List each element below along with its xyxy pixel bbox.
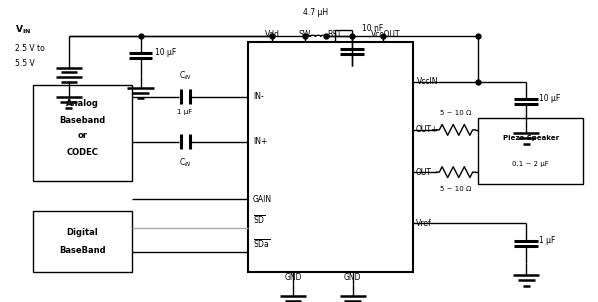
Text: C$_{IN}$: C$_{IN}$ <box>179 70 192 82</box>
Text: Baseband: Baseband <box>59 116 105 125</box>
Text: BaseBand: BaseBand <box>59 246 105 255</box>
Bar <box>478 118 583 184</box>
Bar <box>33 85 132 181</box>
Text: 1 μF: 1 μF <box>539 236 556 245</box>
Text: 1 μF: 1 μF <box>176 109 192 115</box>
Text: 4.7 μH: 4.7 μH <box>303 8 328 17</box>
Text: $\mathbf{V_{IN}}$: $\mathbf{V_{IN}}$ <box>15 24 31 37</box>
Text: VccOUT: VccOUT <box>371 30 401 39</box>
Text: VccIN: VccIN <box>417 77 439 86</box>
Text: OUT+: OUT+ <box>416 125 438 134</box>
Text: 10 μF: 10 μF <box>155 48 177 57</box>
Text: 10 μF: 10 μF <box>539 94 561 103</box>
Text: GND: GND <box>284 273 302 282</box>
Text: IN-: IN- <box>253 92 264 101</box>
Text: Piezo Speaker: Piezo Speaker <box>503 135 559 141</box>
Bar <box>33 211 132 272</box>
Text: 5.5 V: 5.5 V <box>15 59 35 68</box>
Text: BST: BST <box>328 30 342 39</box>
Text: C$_{IN}$: C$_{IN}$ <box>179 156 192 169</box>
Text: $\overline{\mathrm{SD}}$: $\overline{\mathrm{SD}}$ <box>253 214 266 226</box>
Text: 2.5 V to: 2.5 V to <box>15 44 45 53</box>
Text: OUT-: OUT- <box>416 168 434 177</box>
Text: 10 nF: 10 nF <box>362 24 384 33</box>
Text: $\overline{\mathrm{SDa}}$: $\overline{\mathrm{SDa}}$ <box>253 239 270 251</box>
Text: IN+: IN+ <box>253 137 267 146</box>
Text: CODEC: CODEC <box>66 148 98 157</box>
Text: GND: GND <box>344 273 362 282</box>
Text: 5 ~ 10 Ω: 5 ~ 10 Ω <box>440 186 472 192</box>
Text: or: or <box>77 131 87 140</box>
Text: Analog: Analog <box>66 99 99 108</box>
Text: 0.1 ~ 2 μF: 0.1 ~ 2 μF <box>512 161 549 167</box>
Text: 5 ~ 10 Ω: 5 ~ 10 Ω <box>440 110 472 116</box>
Text: SW: SW <box>299 30 311 39</box>
Bar <box>248 42 413 272</box>
Text: Vref: Vref <box>416 219 431 228</box>
Text: Vdd: Vdd <box>264 30 280 39</box>
Text: GAIN: GAIN <box>253 195 272 204</box>
Text: Digital: Digital <box>66 228 98 237</box>
